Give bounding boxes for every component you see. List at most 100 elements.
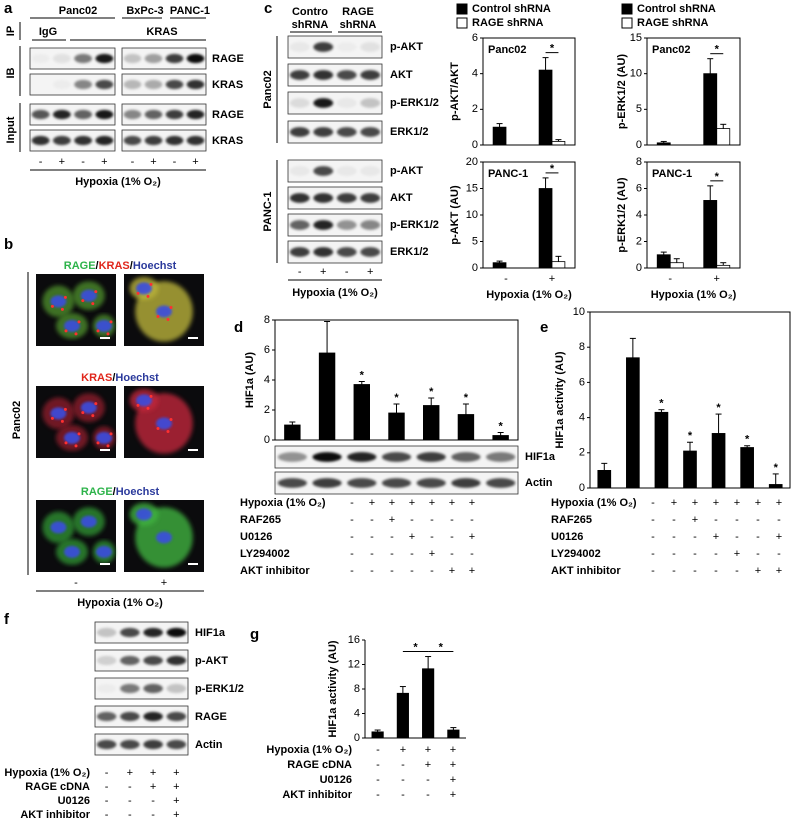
blot-band xyxy=(95,109,114,120)
blot-band xyxy=(313,220,334,230)
condition-sign: - xyxy=(128,781,132,793)
speckle xyxy=(91,302,95,306)
error-bar xyxy=(720,262,727,266)
bar xyxy=(683,450,697,489)
speckle xyxy=(94,402,98,406)
bar xyxy=(371,731,384,739)
condition-label: U0126 xyxy=(320,774,352,786)
blot-band xyxy=(416,478,446,488)
speckle xyxy=(166,317,170,321)
nucleus xyxy=(156,531,172,544)
condition-sign: - xyxy=(693,531,697,543)
y-tick-label: 8 xyxy=(579,341,585,353)
y-tick-label: 4 xyxy=(472,68,478,80)
bar xyxy=(492,262,507,269)
legend-label: Control shRNA xyxy=(637,3,716,15)
condition-sign: + xyxy=(449,497,455,509)
bar xyxy=(740,447,754,489)
blot-band xyxy=(123,79,142,90)
panel-letter: a xyxy=(4,0,13,17)
condition-sign: - xyxy=(450,548,454,560)
condition-sign: - xyxy=(105,795,109,807)
blot-band xyxy=(165,109,184,120)
legend-swatch xyxy=(621,3,633,15)
legend-label: Control shRNA xyxy=(472,3,551,15)
blot-band xyxy=(277,478,307,488)
condition-label: Hypoxia (1% O₂) xyxy=(551,497,637,509)
nucleus xyxy=(50,407,67,420)
blot-label: AKT xyxy=(390,192,413,204)
blot-band xyxy=(289,193,310,203)
speckle xyxy=(63,295,67,299)
condition-sign: - xyxy=(735,531,739,543)
condition-sign: - xyxy=(430,565,434,577)
error-bar xyxy=(462,403,469,415)
blot-label: AKT xyxy=(390,69,413,81)
error-bar xyxy=(660,140,667,143)
blot-band xyxy=(289,166,310,176)
blot-band xyxy=(360,127,381,137)
condition-sign: - xyxy=(470,548,474,560)
stain-title: RAGE/Hoechst xyxy=(81,486,160,498)
blot-band xyxy=(31,135,50,146)
condition-sign: - xyxy=(426,789,430,801)
error-bar xyxy=(629,337,636,358)
significance-mark: * xyxy=(499,420,504,432)
stain-name: Hoechst xyxy=(115,372,159,384)
panel-letter: d xyxy=(234,319,243,336)
condition-label: U0126 xyxy=(551,531,583,543)
speckle xyxy=(60,419,64,423)
speckle xyxy=(109,432,113,436)
group-label: Contro xyxy=(292,6,328,18)
condition-sign: + xyxy=(389,497,395,509)
micrograph xyxy=(36,274,116,346)
condition-sign: - xyxy=(672,531,676,543)
blot-band xyxy=(360,166,381,176)
condition-sign: + xyxy=(671,497,677,509)
stain-name: / xyxy=(130,260,133,272)
speckle xyxy=(81,299,85,303)
panel-letter: c xyxy=(264,0,272,17)
blot-band xyxy=(313,70,334,80)
condition-sign: - xyxy=(756,514,760,526)
significance-mark: * xyxy=(439,641,444,653)
condition-sign: - xyxy=(401,789,405,801)
condition-sign: - xyxy=(401,774,405,786)
condition-label: U0126 xyxy=(58,795,90,807)
error-bar xyxy=(324,321,331,353)
condition-sign: + xyxy=(429,497,435,509)
group-label: shRNA xyxy=(292,19,329,31)
speckle xyxy=(64,441,68,445)
bar xyxy=(447,729,460,739)
error-bar xyxy=(399,686,406,694)
speckle xyxy=(146,294,150,298)
speckle xyxy=(106,444,110,448)
y-tick-label: 0 xyxy=(264,434,270,446)
blot-band xyxy=(336,247,357,257)
blot-band xyxy=(360,70,381,80)
error-bar xyxy=(450,727,457,731)
bar xyxy=(551,141,566,146)
condition-sign: - xyxy=(410,565,414,577)
condition-sign: + xyxy=(776,531,782,543)
condition-sign: - xyxy=(651,514,655,526)
condition-sign: - xyxy=(390,548,394,560)
speckle xyxy=(136,291,140,295)
condition-label: Hypoxia (1% O₂) xyxy=(4,767,90,779)
treatment-label: Hypoxia (1% O₂) xyxy=(292,287,378,299)
nucleus xyxy=(136,394,152,407)
blot-band xyxy=(120,627,140,638)
blot-band xyxy=(360,247,381,257)
y-tick-label: 6 xyxy=(579,376,585,388)
stain-name: KRAS xyxy=(81,372,112,384)
condition-sign: - xyxy=(756,548,760,560)
blot-frame xyxy=(29,103,116,126)
nucleus xyxy=(96,431,112,444)
y-tick-label: 8 xyxy=(354,683,360,695)
blot-band xyxy=(451,478,481,488)
blot-frame xyxy=(287,35,383,59)
speckle xyxy=(156,314,160,318)
error-bar xyxy=(393,403,400,413)
blot-band xyxy=(166,739,187,750)
condition-sign: + xyxy=(425,744,431,756)
